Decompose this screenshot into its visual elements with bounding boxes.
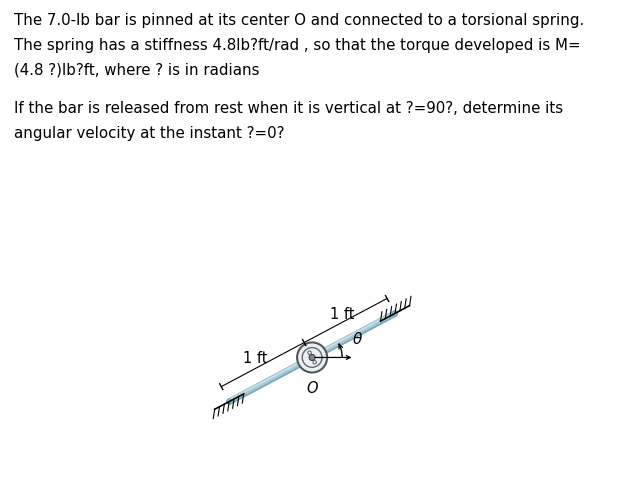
Circle shape <box>313 361 316 364</box>
Text: angular velocity at the instant ?=0?: angular velocity at the instant ?=0? <box>14 126 285 141</box>
Text: The spring has a stiffness 4.8lb?ft/rad , so that the torque developed is M=: The spring has a stiffness 4.8lb?ft/rad … <box>14 38 581 53</box>
Text: 1 ft: 1 ft <box>242 351 267 366</box>
Text: (4.8 ?)lb?ft, where ? is in radians: (4.8 ?)lb?ft, where ? is in radians <box>14 63 260 78</box>
Text: If the bar is released from rest when it is vertical at ?=90?, determine its: If the bar is released from rest when it… <box>14 101 563 116</box>
Text: The 7.0-lb bar is pinned at its center O and connected to a torsional spring.: The 7.0-lb bar is pinned at its center O… <box>14 13 584 28</box>
Text: $\theta$: $\theta$ <box>352 331 363 348</box>
Circle shape <box>392 311 397 316</box>
Polygon shape <box>227 312 395 405</box>
Polygon shape <box>228 311 395 401</box>
Circle shape <box>297 343 327 373</box>
Circle shape <box>308 351 311 355</box>
Circle shape <box>226 399 231 404</box>
Polygon shape <box>228 311 396 404</box>
Circle shape <box>309 355 315 361</box>
Text: O: O <box>306 381 318 396</box>
Text: 1 ft: 1 ft <box>331 307 355 322</box>
